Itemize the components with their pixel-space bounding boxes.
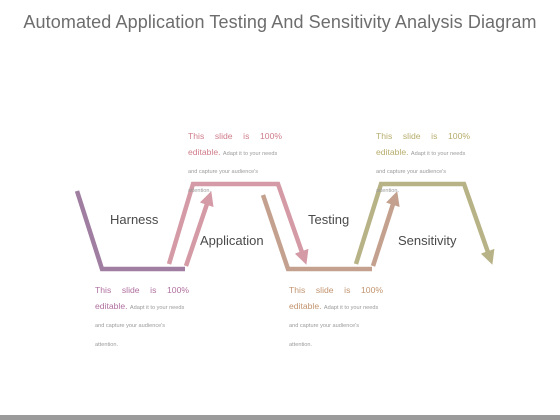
- harness-segment: [74, 190, 185, 272]
- note-testing: This slide is 100% editable. Adapt it to…: [289, 285, 383, 351]
- testing-segment: [260, 194, 372, 272]
- note-application: This slide is 100% editable. Adapt it to…: [188, 131, 282, 197]
- stage-label-application: Application: [200, 233, 264, 248]
- testing-up-arrow: [370, 191, 400, 267]
- note-heading-cont: editable.: [95, 300, 130, 311]
- note-body: Adapt it to your needs and capture your …: [289, 304, 379, 348]
- note-heading-cont: editable.: [376, 146, 411, 157]
- footer-bar: [0, 415, 560, 420]
- note-body: Adapt it to your needs and capture your …: [95, 304, 185, 348]
- note-heading-cont: editable.: [289, 300, 324, 311]
- sensitivity-segment: [353, 181, 495, 265]
- note-heading: This slide is 100%: [95, 285, 189, 295]
- application-segment: [166, 181, 309, 265]
- application-up-arrow: [183, 191, 214, 267]
- note-body: Adapt it to your needs and capture your …: [188, 150, 278, 194]
- note-heading: This slide is 100%: [289, 285, 383, 295]
- stage-label-sensitivity: Sensitivity: [398, 233, 457, 248]
- note-body: Adapt it to your needs and capture your …: [376, 150, 466, 194]
- note-heading-cont: editable.: [188, 146, 223, 157]
- note-sensitivity: This slide is 100% editable. Adapt it to…: [376, 131, 470, 197]
- note-heading: This slide is 100%: [376, 131, 470, 141]
- note-heading: This slide is 100%: [188, 131, 282, 141]
- note-harness: This slide is 100% editable. Adapt it to…: [95, 285, 189, 351]
- page-title: Automated Application Testing And Sensit…: [23, 12, 537, 32]
- stage-label-harness: Harness: [110, 212, 159, 227]
- stage-label-testing: Testing: [308, 212, 350, 227]
